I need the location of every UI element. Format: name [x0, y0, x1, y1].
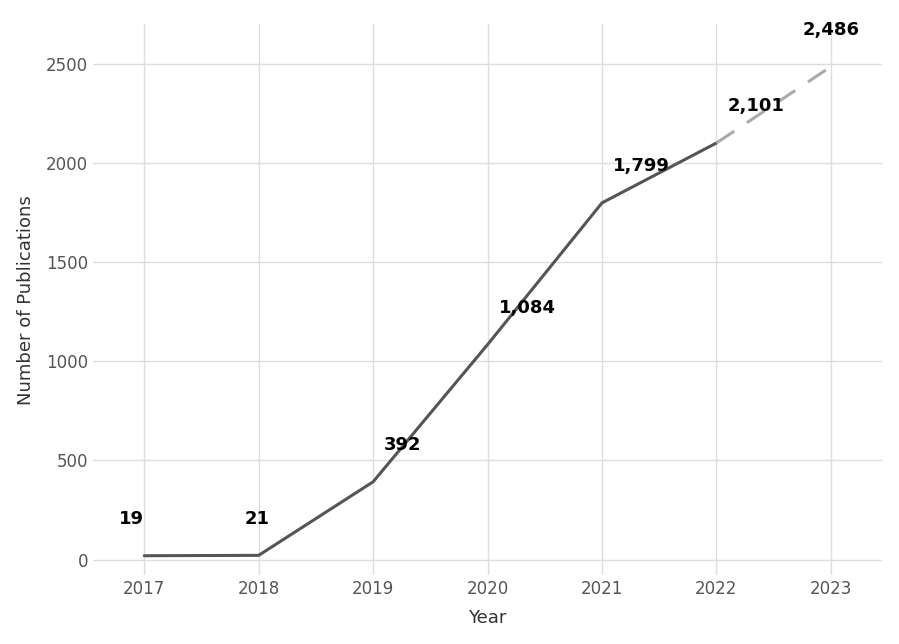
X-axis label: Year: Year: [468, 609, 507, 627]
Text: 2,486: 2,486: [802, 21, 859, 39]
Text: 2,101: 2,101: [727, 97, 785, 115]
Text: 1,799: 1,799: [613, 157, 670, 175]
Text: 1,084: 1,084: [499, 299, 556, 317]
Text: 21: 21: [245, 509, 270, 527]
Y-axis label: Number of Publications: Number of Publications: [17, 195, 35, 404]
Text: 19: 19: [120, 510, 144, 528]
Text: 392: 392: [384, 436, 422, 454]
